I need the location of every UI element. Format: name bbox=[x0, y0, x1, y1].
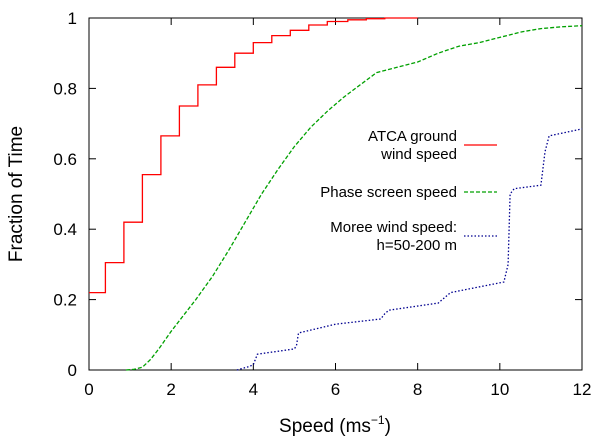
x-axis-ticks: 0 2 4 6 8 10 12 bbox=[84, 18, 591, 399]
series-line-3 bbox=[236, 128, 583, 371]
x-tick-label: 2 bbox=[166, 380, 175, 399]
y-tick-label: 0.2 bbox=[53, 291, 77, 310]
series-line-2 bbox=[125, 25, 583, 371]
y-tick-label: 0.6 bbox=[53, 150, 77, 169]
legend-label-2: Phase screen speed bbox=[320, 184, 457, 201]
y-tick-label: 0 bbox=[68, 361, 77, 380]
y-tick-label: 0.4 bbox=[53, 220, 77, 239]
legend-label-1: ATCA ground bbox=[368, 128, 457, 145]
y-tick-label: 1 bbox=[68, 9, 77, 28]
y-axis-label: Fraction of Time bbox=[6, 126, 27, 262]
legend-label-1: wind speed bbox=[380, 146, 457, 163]
y-axis-ticks: 0 0.2 0.4 0.6 0.8 1 bbox=[53, 9, 582, 380]
x-axis-label: Speed (ms−1) bbox=[279, 413, 391, 437]
x-tick-label: 0 bbox=[84, 380, 93, 399]
series-layer bbox=[89, 17, 583, 371]
legend-label-3: Moree wind speed: bbox=[330, 219, 457, 236]
x-tick-label: 10 bbox=[490, 380, 509, 399]
x-tick-label: 12 bbox=[573, 380, 592, 399]
x-tick-label: 6 bbox=[331, 380, 340, 399]
x-tick-label: 4 bbox=[249, 380, 258, 399]
series-line-1 bbox=[89, 17, 418, 294]
legend-label-3: h=50-200 m bbox=[377, 237, 457, 254]
y-tick-label: 0.8 bbox=[53, 79, 77, 98]
x-tick-label: 8 bbox=[413, 380, 422, 399]
